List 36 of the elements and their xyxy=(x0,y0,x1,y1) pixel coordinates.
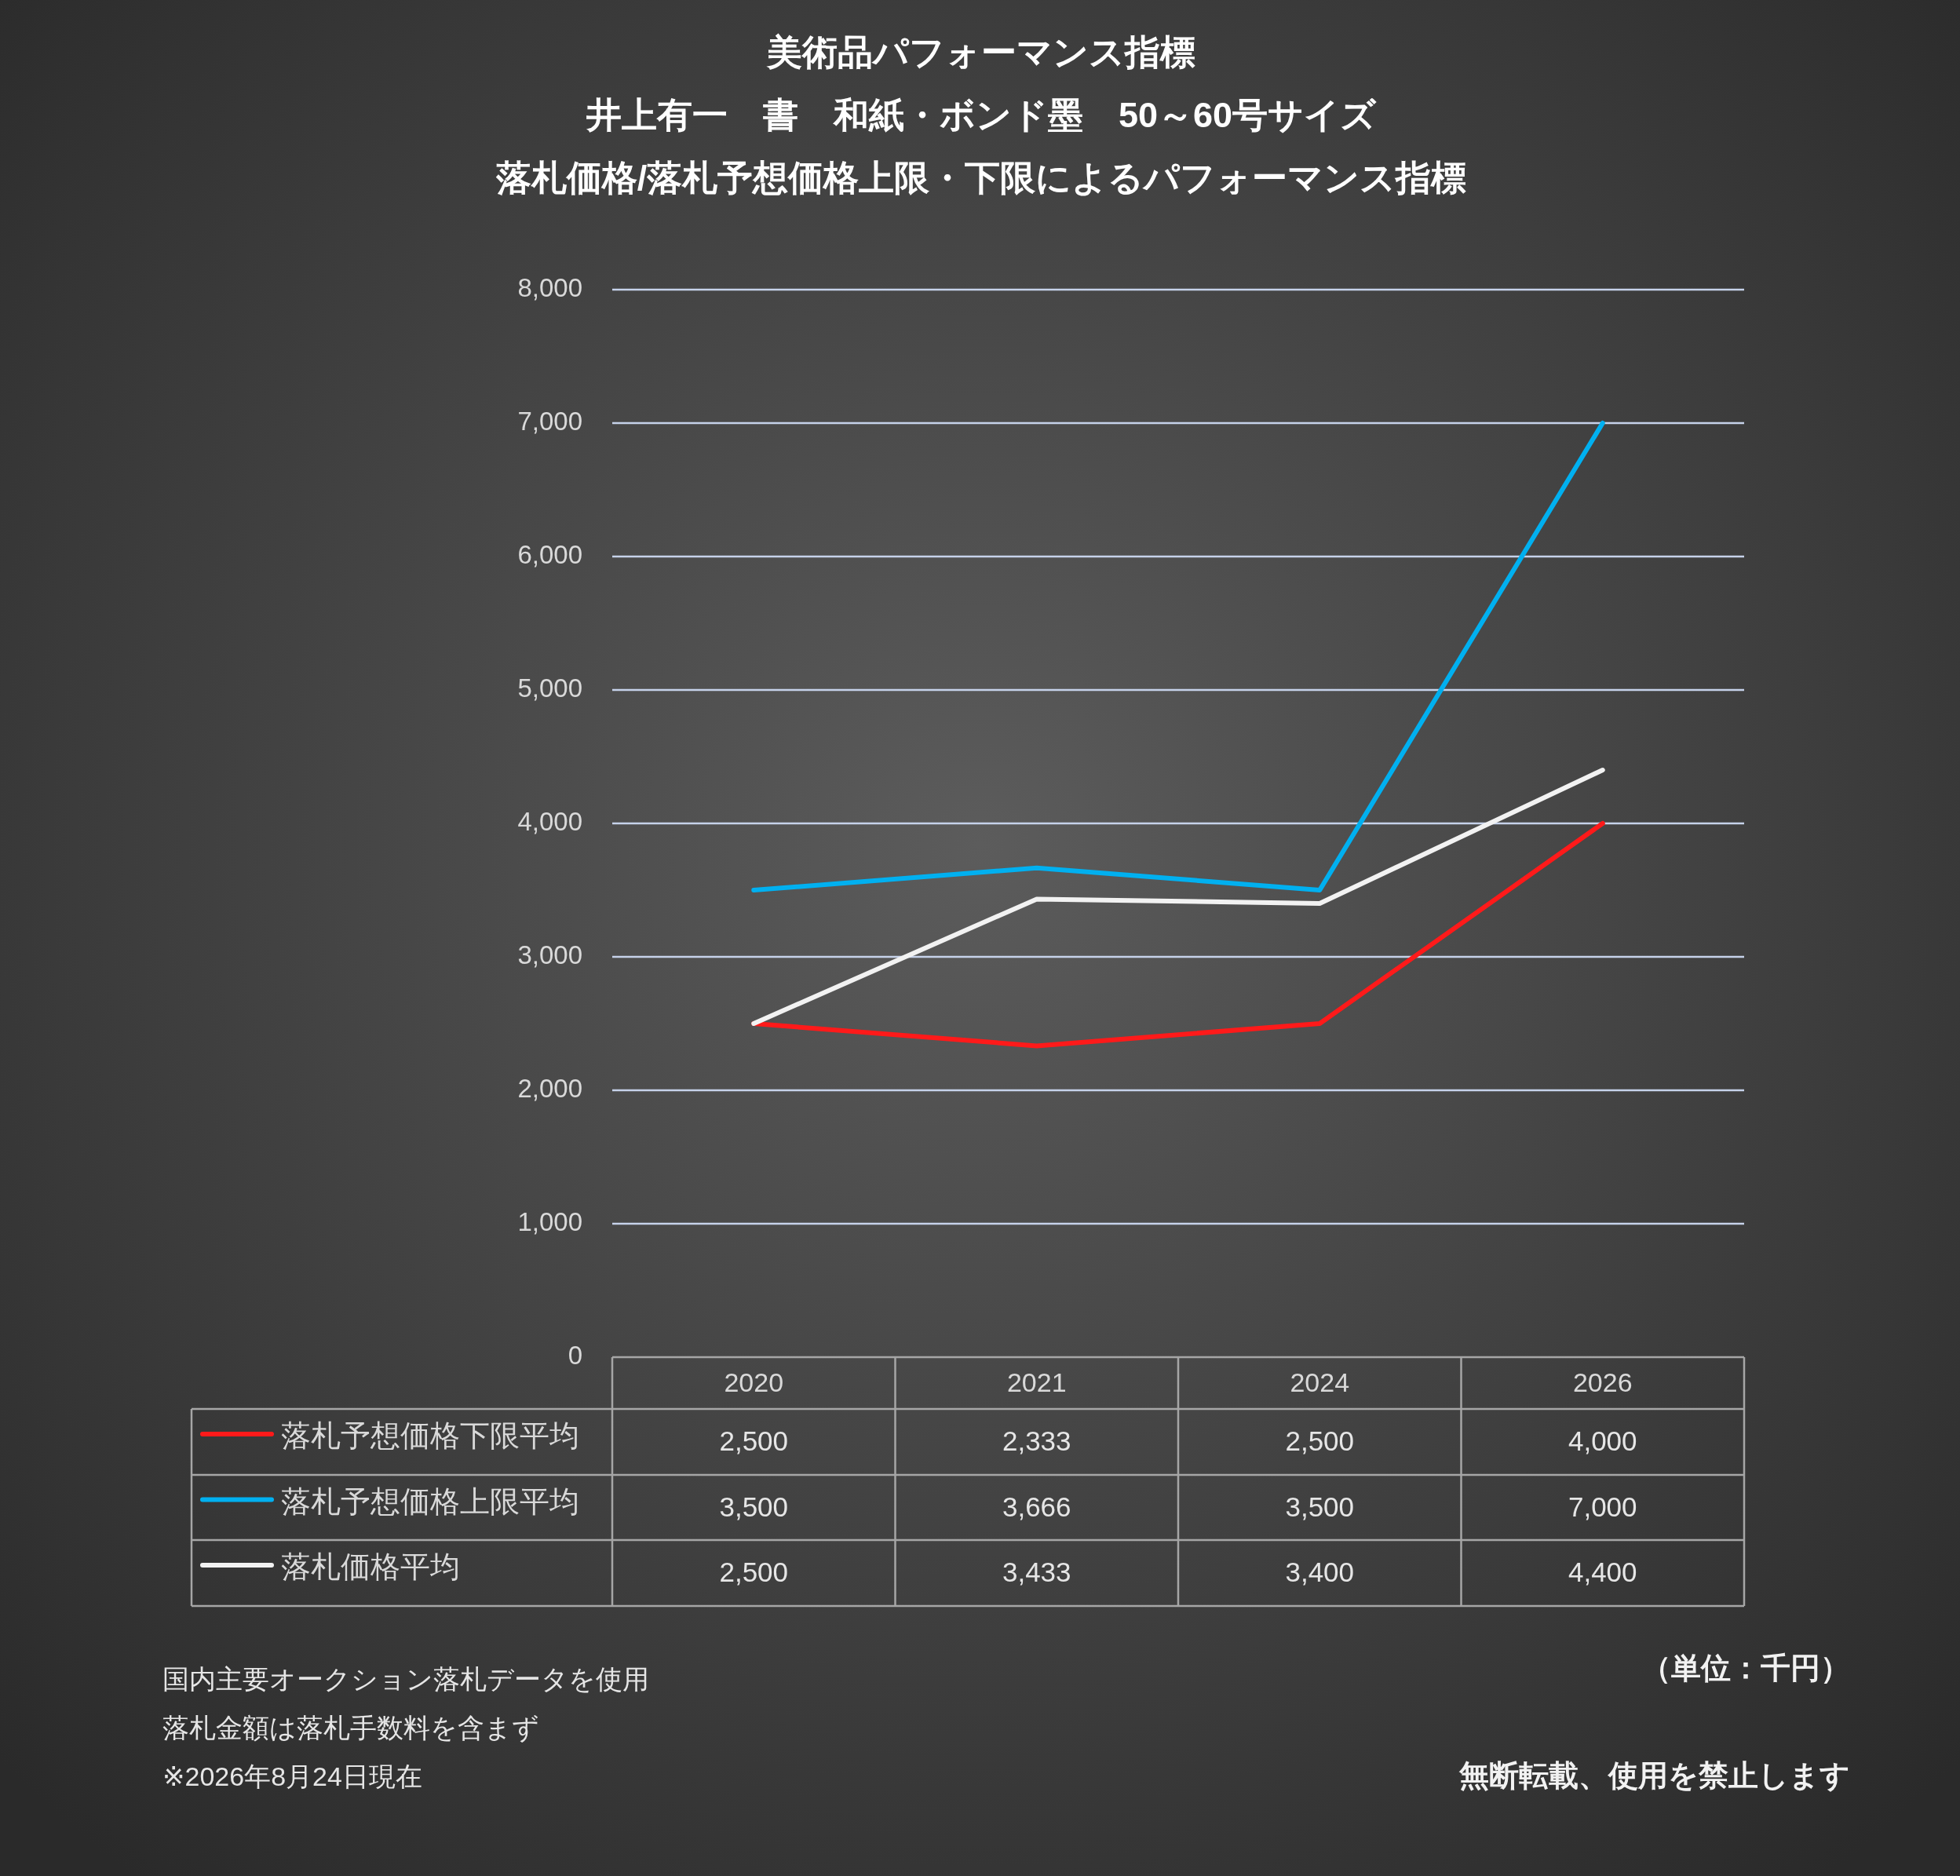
chart-subtitle: 井上有一 書 和紙・ボンド墨 50～60号サイズ xyxy=(585,94,1378,135)
legend-label: 落札予想価格下限平均 xyxy=(281,1419,579,1453)
text: （単位：千円） xyxy=(1641,1652,1850,1685)
text: 落札金額は落札手数料を含まず xyxy=(162,1712,539,1743)
text: 国内主要オークション落札データを使用 xyxy=(162,1663,649,1694)
data-label: 7,000 xyxy=(1568,1491,1637,1522)
chart-title: 美術品パフォーマンス指標 xyxy=(766,31,1195,72)
data-label: 2,500 xyxy=(719,1557,789,1588)
x-tick-label: 2021 xyxy=(1006,1367,1067,1397)
data-label: 4,000 xyxy=(1568,1425,1637,1457)
data-label: 3,666 xyxy=(1002,1491,1071,1522)
text: 落札価格/落札予想価格上限・下限によるパフォーマンス指標 xyxy=(495,157,1467,198)
y-tick-label: 1,000 xyxy=(517,1206,582,1236)
y-tick-label: 8,000 xyxy=(517,272,582,302)
x-tick-label: 2026 xyxy=(1572,1367,1633,1397)
text: ※2026年8月24日現在 xyxy=(162,1761,422,1791)
data-label: 3,500 xyxy=(1285,1491,1355,1522)
x-tick-label: 2024 xyxy=(1290,1367,1350,1397)
y-tick-label: 3,000 xyxy=(517,940,582,969)
x-tick-label: 2020 xyxy=(724,1367,784,1397)
data-label: 4,400 xyxy=(1568,1557,1637,1588)
data-label: 2,333 xyxy=(1002,1425,1071,1457)
y-tick-label: 6,000 xyxy=(517,539,582,569)
data-label: 3,400 xyxy=(1285,1557,1355,1588)
data-label: 3,433 xyxy=(1002,1557,1071,1588)
data-label: 3,500 xyxy=(719,1491,789,1522)
data-label: 2,500 xyxy=(719,1425,789,1457)
y-tick-label: 2,000 xyxy=(517,1073,582,1103)
legend-label: 落札価格平均 xyxy=(281,1550,460,1584)
text: 無断転載、使用を禁止します xyxy=(1458,1759,1850,1793)
data-label: 2,500 xyxy=(1285,1425,1355,1457)
y-tick-label: 4,000 xyxy=(517,806,582,836)
y-tick-label: 7,000 xyxy=(517,406,582,436)
y-tick-label: 5,000 xyxy=(517,673,582,703)
legend-label: 落札予想価格上限平均 xyxy=(281,1484,579,1518)
y-tick-label: 0 xyxy=(568,1340,582,1370)
